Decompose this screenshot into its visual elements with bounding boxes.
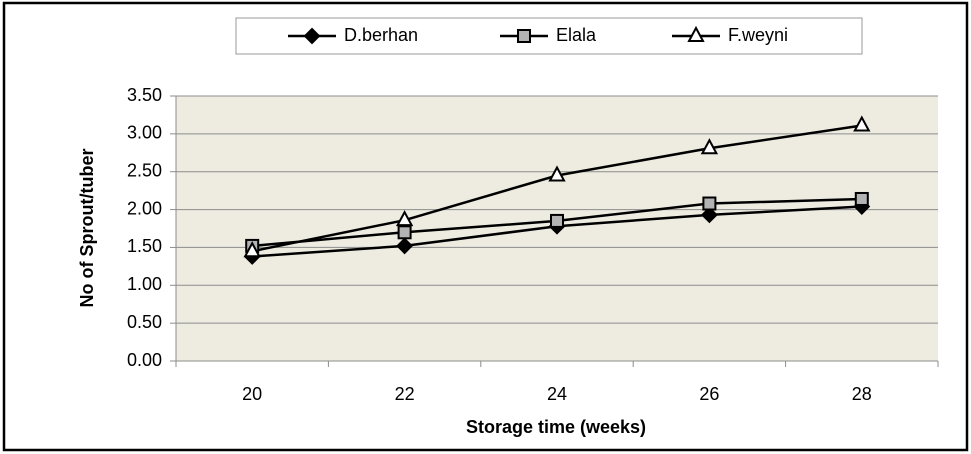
legend-label: D.berhan [344,25,418,45]
y-tick-label: 0.00 [127,350,162,370]
y-tick-label: 3.00 [127,123,162,143]
y-tick-label: 0.50 [127,312,162,332]
y-tick-label: 2.50 [127,160,162,180]
x-tick-label: 28 [852,384,872,404]
x-tick-label: 24 [547,384,567,404]
marker-triangle [243,241,261,258]
legend-box [235,17,863,55]
y-tick-label: 3.50 [127,85,162,105]
legend-marker [687,25,705,42]
legend-label: Elala [556,25,597,45]
marker-triangle [395,210,414,227]
y-tick-label: 2.00 [127,198,162,218]
legend-marker [303,27,321,45]
x-tick-label: 20 [242,384,262,404]
x-tick-label: 22 [395,384,415,404]
marker-triangle [853,115,871,132]
y-tick-label: 1.00 [127,274,162,294]
y-axis-title: No of Sprout/tuber [77,149,97,308]
marker-diamond [396,237,414,255]
marker-square [702,196,717,211]
marker-triangle [548,165,566,182]
x-axis-title: Storage time (weeks) [466,417,646,437]
marker-diamond [700,206,718,224]
marker-triangle [700,138,719,155]
legend-label: F.weyni [728,25,788,45]
marker-square [397,225,412,240]
y-tick-label: 1.50 [127,236,162,256]
marker-square [854,191,869,206]
x-tick-label: 26 [699,384,719,404]
marker-square [550,213,564,228]
legend-marker [517,29,531,43]
